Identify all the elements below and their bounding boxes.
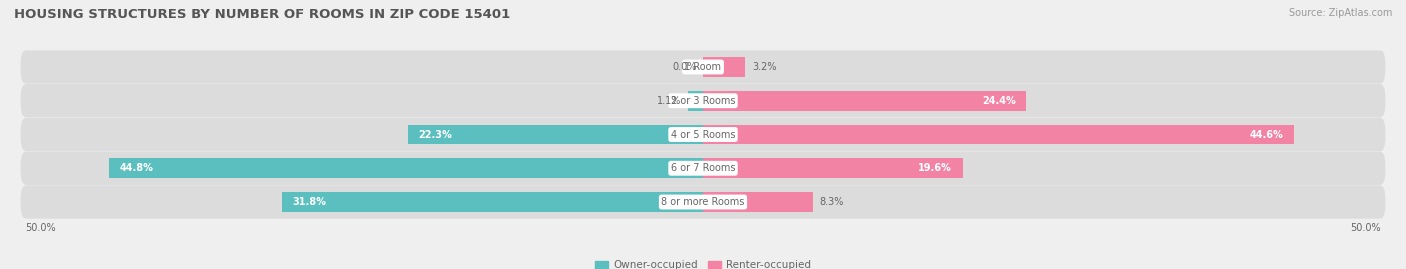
Text: 8 or more Rooms: 8 or more Rooms <box>661 197 745 207</box>
Text: HOUSING STRUCTURES BY NUMBER OF ROOMS IN ZIP CODE 15401: HOUSING STRUCTURES BY NUMBER OF ROOMS IN… <box>14 8 510 21</box>
Text: Source: ZipAtlas.com: Source: ZipAtlas.com <box>1288 8 1392 18</box>
FancyBboxPatch shape <box>21 50 1385 84</box>
Bar <box>703 91 1026 111</box>
FancyBboxPatch shape <box>21 152 1385 185</box>
Text: 1 Room: 1 Room <box>685 62 721 72</box>
FancyBboxPatch shape <box>21 118 1385 151</box>
Bar <box>703 158 963 178</box>
Bar <box>703 192 813 212</box>
Text: 4 or 5 Rooms: 4 or 5 Rooms <box>671 129 735 140</box>
Text: 8.3%: 8.3% <box>820 197 844 207</box>
FancyBboxPatch shape <box>21 84 1385 117</box>
Text: 44.8%: 44.8% <box>120 163 153 173</box>
Text: 24.4%: 24.4% <box>981 96 1015 106</box>
Text: 1.1%: 1.1% <box>658 96 682 106</box>
Bar <box>689 91 703 111</box>
Text: 44.6%: 44.6% <box>1250 129 1284 140</box>
Text: 0.0%: 0.0% <box>672 62 696 72</box>
Text: 6 or 7 Rooms: 6 or 7 Rooms <box>671 163 735 173</box>
Bar <box>281 192 703 212</box>
Bar <box>110 158 703 178</box>
Text: 31.8%: 31.8% <box>292 197 326 207</box>
FancyBboxPatch shape <box>21 185 1385 219</box>
Bar <box>703 57 745 77</box>
Text: 22.3%: 22.3% <box>418 129 451 140</box>
Text: 19.6%: 19.6% <box>918 163 952 173</box>
Text: 2 or 3 Rooms: 2 or 3 Rooms <box>671 96 735 106</box>
Bar <box>408 125 703 144</box>
Bar <box>703 125 1294 144</box>
Legend: Owner-occupied, Renter-occupied: Owner-occupied, Renter-occupied <box>595 260 811 269</box>
Text: 3.2%: 3.2% <box>752 62 776 72</box>
